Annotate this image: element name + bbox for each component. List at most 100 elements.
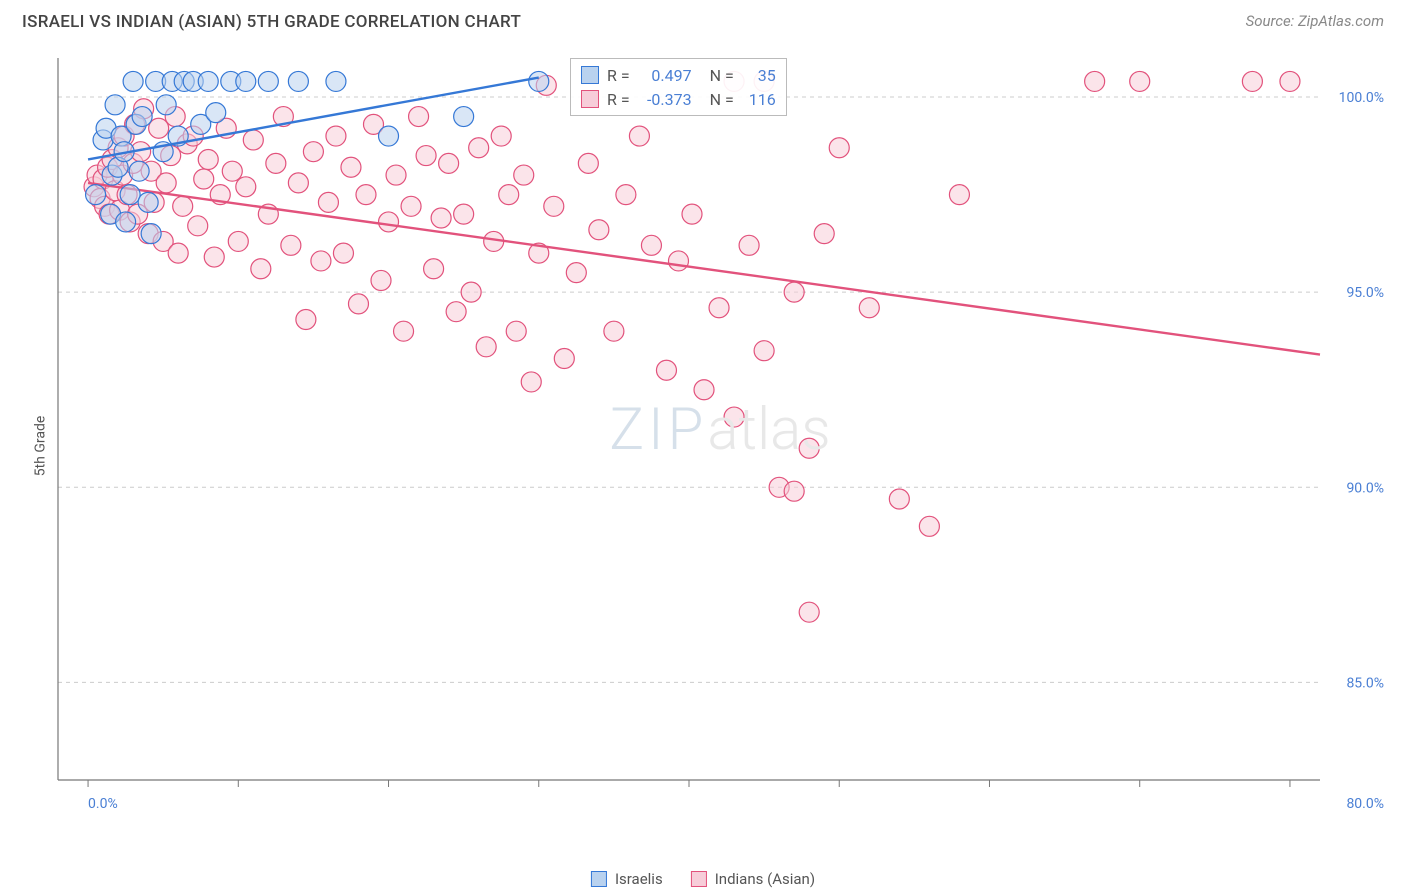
data-point [288,173,308,193]
data-point [326,71,346,91]
data-point [554,349,574,369]
legend-swatch [581,66,599,84]
data-point [288,71,308,91]
data-point [129,161,149,181]
x-end-label: 80.0% [1346,796,1384,810]
data-point [141,224,161,244]
series-indians-asian- [84,71,1320,622]
data-point [454,204,474,224]
data-point [446,302,466,322]
data-point [529,71,549,91]
data-point [641,235,661,255]
chart-source: Source: ZipAtlas.com [1246,12,1384,30]
data-point [198,149,218,169]
data-point [469,138,489,158]
data-point [394,321,414,341]
data-point [123,71,143,91]
data-point [656,360,676,380]
bottom-legend-item: Israelis [591,870,663,888]
data-point [156,95,176,115]
data-point [799,438,819,458]
legend-label: Indians (Asian) [715,870,815,888]
y-tick-label: 100.0% [1339,90,1384,106]
data-point [356,185,376,205]
bottom-legend-item: Indians (Asian) [691,870,815,888]
data-point [499,185,519,205]
stat-r-label: R = [607,90,630,109]
data-point [589,220,609,240]
y-tick-label: 95.0% [1346,285,1384,301]
data-point [424,259,444,279]
data-point [379,212,399,232]
data-point [409,107,429,127]
data-point [784,282,804,302]
data-point [194,169,214,189]
data-point [222,161,242,181]
plot-area: 85.0%90.0%95.0%100.0%0.0%80.0% ZIPatlas … [50,50,1390,810]
legend-swatch [591,871,607,887]
data-point [258,71,278,91]
legend-label: Israelis [615,870,663,888]
data-point [168,243,188,263]
stat-n-label: N = [710,90,734,109]
stat-legend: R = 0.497 N = 35 R = -0.373 N = 116 [570,58,787,116]
data-point [341,157,361,177]
stat-row: R = 0.497 N = 35 [581,63,776,87]
data-point [1242,71,1262,91]
stat-r-value: -0.373 [638,90,692,109]
data-point [132,107,152,127]
scatter-svg: 85.0%90.0%95.0%100.0%0.0%80.0% [50,50,1390,810]
data-point [348,294,368,314]
data-point [604,321,624,341]
data-point [668,251,688,271]
data-point [198,71,218,91]
data-point [311,251,331,271]
data-point [228,231,248,251]
data-point [379,126,399,146]
data-point [454,107,474,127]
data-point [514,165,534,185]
data-point [754,341,774,361]
stat-r-label: R = [607,66,630,85]
data-point [739,235,759,255]
data-point [371,270,391,290]
data-point [303,142,323,162]
data-point [105,95,125,115]
data-point [120,185,140,205]
data-point [544,196,564,216]
stat-row: R = -0.373 N = 116 [581,87,776,111]
chart-title: ISRAELI VS INDIAN (ASIAN) 5TH GRADE CORR… [22,12,521,32]
data-point [521,372,541,392]
legend-swatch [581,90,599,108]
data-point [236,71,256,91]
data-point [251,259,271,279]
data-point [431,208,451,228]
data-point [243,130,263,150]
data-point [461,282,481,302]
stat-n-label: N = [710,66,734,85]
data-point [506,321,526,341]
data-point [116,212,136,232]
data-point [138,192,158,212]
data-point [682,204,702,224]
trend-line [88,183,1320,355]
data-point [266,153,286,173]
data-point [578,153,598,173]
stat-n-value: 116 [742,90,776,109]
data-point [889,489,909,509]
legend-swatch [691,871,707,887]
stat-n-value: 35 [742,66,776,85]
stat-r-value: 0.497 [638,66,692,85]
data-point [829,138,849,158]
data-point [296,309,316,329]
data-point [784,481,804,501]
data-point [1130,71,1150,91]
data-point [401,196,421,216]
data-point [333,243,353,263]
data-point [439,153,459,173]
data-point [318,192,338,212]
data-point [281,235,301,255]
data-point [919,516,939,536]
data-point [566,263,586,283]
data-point [1085,71,1105,91]
